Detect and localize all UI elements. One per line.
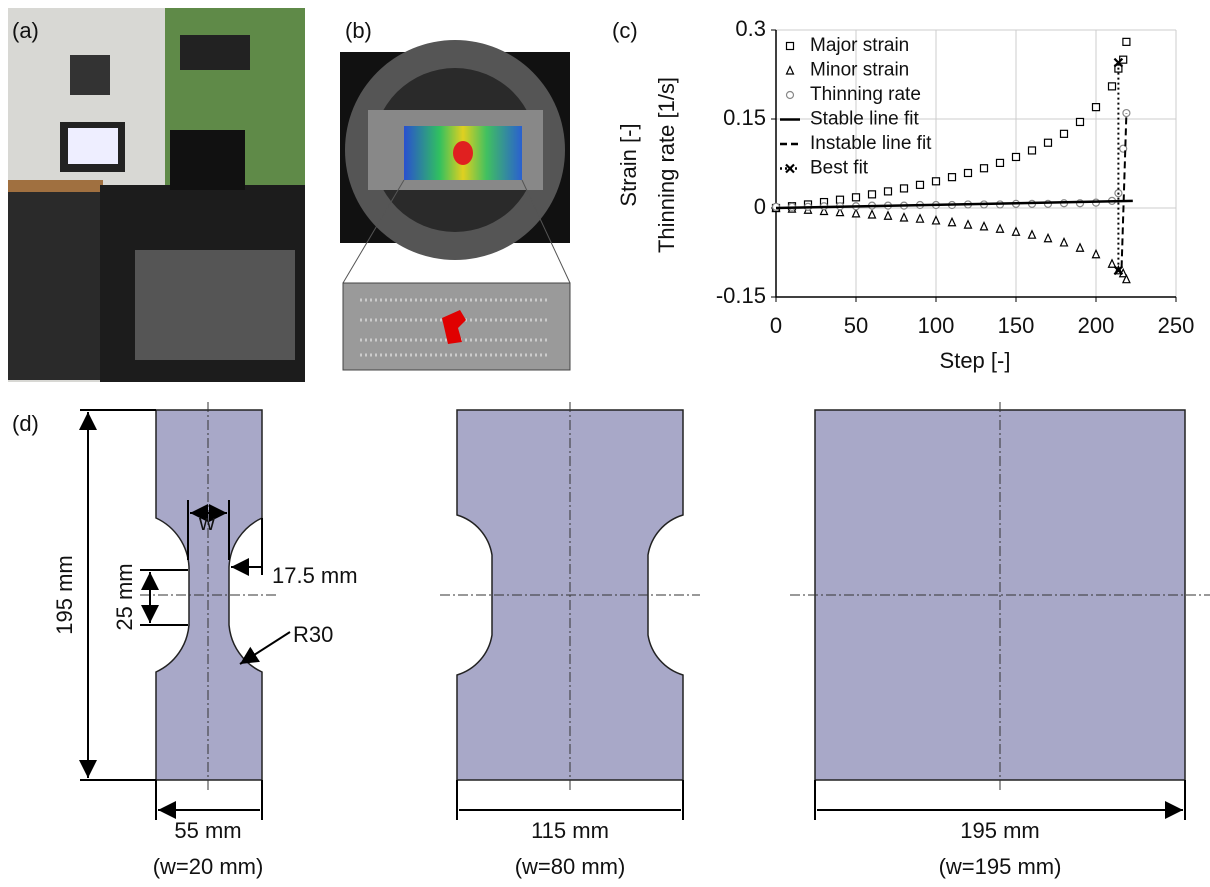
marker: [1077, 244, 1084, 252]
x-tick-label: 0: [770, 313, 782, 338]
monitor: [70, 55, 110, 95]
marker: [901, 185, 908, 192]
y-axis-label: Thinning rate [1/s]: [654, 77, 679, 253]
x-axis-label: Step [-]: [940, 348, 1011, 373]
width-label: 195 mm: [960, 818, 1039, 843]
hotspot: [453, 141, 473, 165]
y-tick-label: 0: [754, 194, 766, 219]
y-tick-label: -0.15: [716, 283, 766, 308]
legend-label: Thinning rate: [810, 84, 921, 105]
cabinet: [8, 180, 103, 380]
panel-label: (b): [345, 18, 372, 43]
marker: [787, 92, 794, 99]
marker: [949, 174, 956, 181]
x-tick-label: 250: [1158, 313, 1195, 338]
press-head: [170, 130, 245, 190]
legend-label: Stable line fit: [810, 109, 920, 130]
x-tick-label: 50: [844, 313, 868, 338]
marker: [917, 215, 924, 223]
dimension-label: 17.5 mm: [272, 563, 358, 588]
y-tick-label: 0.3: [735, 16, 766, 41]
marker: [1061, 130, 1068, 137]
marker: [787, 43, 794, 50]
marker: [1045, 139, 1052, 146]
panel-label: (d): [12, 411, 39, 436]
leader-line: [240, 632, 290, 664]
legend-label: Major strain: [810, 35, 909, 56]
marker: [1109, 83, 1116, 90]
marker: [787, 67, 794, 75]
w-label: (w=20 mm): [153, 854, 264, 879]
extension-line: [140, 570, 188, 625]
marker: [1061, 238, 1068, 246]
marker: [1109, 260, 1116, 268]
photo-b: [340, 40, 570, 370]
marker: [1013, 228, 1020, 236]
marker: [981, 165, 988, 172]
marker: [949, 218, 956, 226]
marker: [933, 178, 940, 185]
marker: [1045, 234, 1052, 242]
marker: [1123, 38, 1130, 45]
legend-label: Best fit: [810, 158, 869, 179]
marker: [997, 159, 1004, 166]
marker: [917, 181, 924, 188]
specimen-3: [790, 402, 1210, 790]
cameras: [180, 35, 250, 70]
dimension-label: 25 mm: [112, 563, 137, 630]
marker: [997, 225, 1004, 233]
extension-line: [156, 780, 1185, 820]
panel-label: (a): [12, 18, 39, 43]
width-label: 55 mm: [174, 818, 241, 843]
specimen-1: [140, 402, 276, 790]
specimen-2: [440, 402, 700, 790]
width-label: 115 mm: [531, 818, 609, 843]
w-label: (w=80 mm): [515, 854, 626, 879]
marker: [965, 169, 972, 176]
dimension-label: 195 mm: [52, 555, 77, 634]
marker: [885, 212, 892, 220]
y-tick-label: 0.15: [723, 105, 766, 130]
marker: [786, 165, 794, 173]
marker: [885, 188, 892, 195]
dimension-label: R30: [293, 622, 333, 647]
photo-a: [8, 8, 305, 382]
marker: [1077, 118, 1084, 125]
marker: [1029, 231, 1036, 239]
screen-display: [68, 128, 118, 164]
drawers: [135, 250, 295, 360]
desk: [8, 180, 103, 192]
marker: [1029, 147, 1036, 154]
marker: [1093, 250, 1100, 258]
marker: [933, 216, 940, 224]
marker: [981, 222, 988, 230]
x-tick-label: 100: [918, 313, 955, 338]
x-tick-label: 150: [998, 313, 1035, 338]
marker: [869, 211, 876, 219]
marker: [965, 221, 972, 229]
marker: [853, 194, 860, 201]
figure: (a) (b) (c) 050100150200250-0.1500.150.3…: [0, 0, 1210, 887]
legend-label: Minor strain: [810, 60, 909, 81]
marker: [901, 213, 908, 221]
legend-label: Instable line fit: [810, 133, 932, 154]
marker: [1013, 153, 1020, 160]
marker: [869, 191, 876, 198]
marker: [1093, 104, 1100, 111]
dimension-label: w: [198, 510, 215, 535]
w-label: (w=195 mm): [939, 854, 1062, 879]
panel-label: (c): [612, 18, 638, 43]
y-axis-label: Strain [-]: [616, 123, 641, 206]
x-tick-label: 200: [1078, 313, 1115, 338]
series-line: [1122, 113, 1127, 267]
marker: [853, 209, 860, 217]
